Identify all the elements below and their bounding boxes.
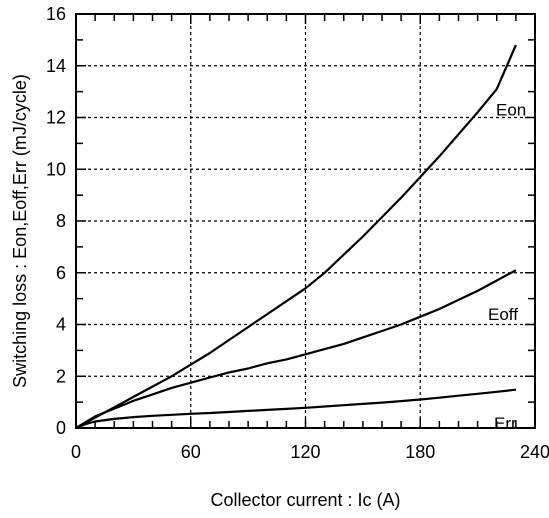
- series-label-err: Err: [494, 414, 517, 433]
- y-tick-label: 16: [46, 4, 66, 24]
- x-tick-label: 180: [405, 442, 435, 462]
- x-tick-label: 240: [520, 442, 549, 462]
- y-tick-label: 10: [46, 159, 66, 179]
- series-label-eoff: Eoff: [488, 305, 518, 324]
- x-tick-label: 120: [290, 442, 320, 462]
- y-tick-label: 14: [46, 56, 66, 76]
- x-tick-label: 60: [181, 442, 201, 462]
- series-label-eon: Eon: [496, 101, 526, 120]
- data-series: [75, 44, 517, 430]
- series-line-eon: [75, 44, 517, 429]
- plot-frame: [75, 13, 536, 429]
- tick-labels: 0 60 120 180 240 0 2 4 6 8 10 12 14 16: [46, 4, 549, 462]
- series-line-eoff: [75, 269, 517, 429]
- y-tick-label: 2: [56, 366, 66, 386]
- y-tick-label: 0: [56, 418, 66, 438]
- y-tick-label: 8: [56, 211, 66, 231]
- y-tick-label: 12: [46, 108, 66, 128]
- x-axis-title: Collector current : Ic (A): [210, 490, 400, 510]
- y-tick-label: 6: [56, 263, 66, 283]
- grid-lines: [76, 14, 535, 428]
- y-axis-title: Switching loss : Eon,Eoff,Err (mJ/cycle): [10, 74, 30, 388]
- series-line-err: [75, 388, 517, 430]
- x-tick-label: 0: [71, 442, 81, 462]
- series-labels: Eon Eoff Err: [488, 101, 526, 433]
- y-tick-label: 4: [56, 315, 66, 335]
- axis-ticks: [76, 14, 535, 428]
